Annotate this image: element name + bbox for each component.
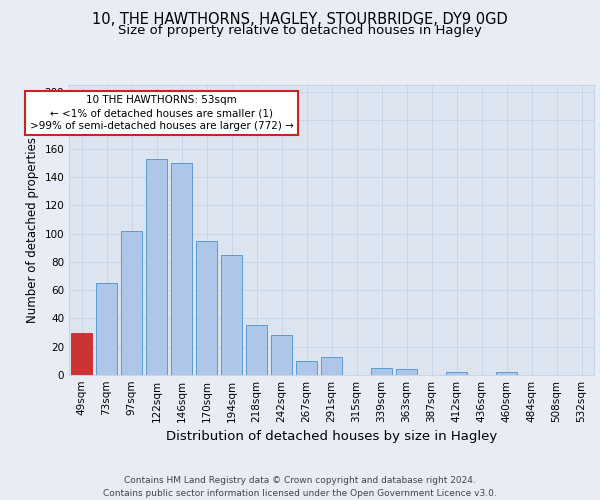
Text: 10 THE HAWTHORNS: 53sqm
← <1% of detached houses are smaller (1)
>99% of semi-de: 10 THE HAWTHORNS: 53sqm ← <1% of detache… [29, 95, 293, 132]
Bar [321, 356, 342, 375]
Bar [96, 283, 117, 375]
X-axis label: Distribution of detached houses by size in Hagley: Distribution of detached houses by size … [166, 430, 497, 444]
Bar [221, 255, 242, 375]
Text: Size of property relative to detached houses in Hagley: Size of property relative to detached ho… [118, 24, 482, 37]
Bar [71, 332, 92, 375]
Bar [246, 326, 267, 375]
Bar [296, 361, 317, 375]
Y-axis label: Number of detached properties: Number of detached properties [26, 137, 39, 323]
Text: 10, THE HAWTHORNS, HAGLEY, STOURBRIDGE, DY9 0GD: 10, THE HAWTHORNS, HAGLEY, STOURBRIDGE, … [92, 12, 508, 28]
Bar [171, 163, 192, 375]
Bar [371, 368, 392, 375]
Bar [446, 372, 467, 375]
Text: Contains HM Land Registry data © Crown copyright and database right 2024.
Contai: Contains HM Land Registry data © Crown c… [103, 476, 497, 498]
Bar [496, 372, 517, 375]
Bar [121, 230, 142, 375]
Bar [396, 370, 417, 375]
Bar [146, 158, 167, 375]
Bar [271, 336, 292, 375]
Bar [196, 240, 217, 375]
